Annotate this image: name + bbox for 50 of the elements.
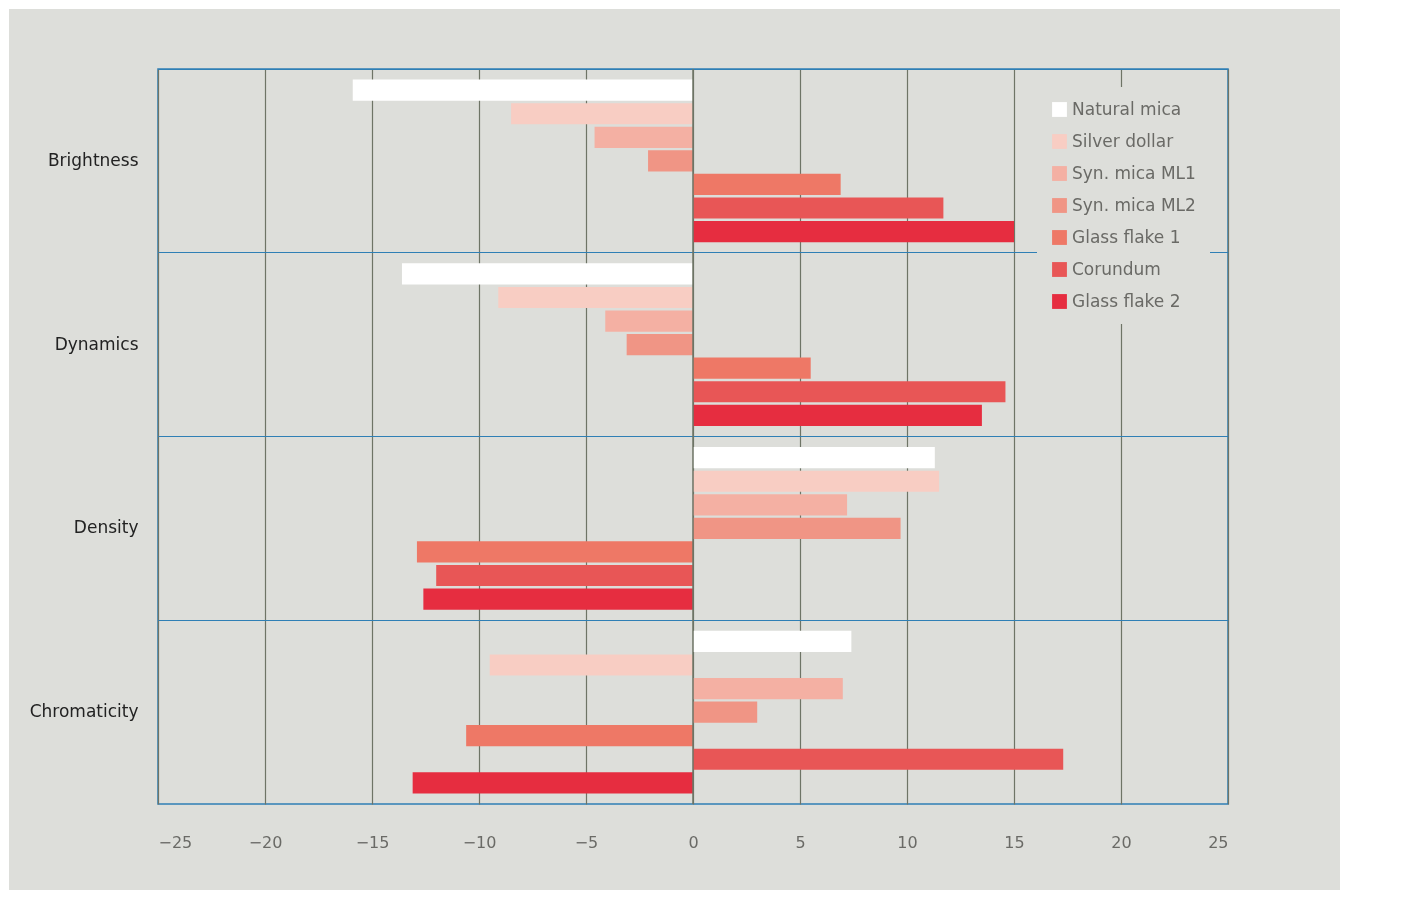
bar xyxy=(693,701,758,723)
bar xyxy=(416,541,693,563)
x-tick-label: −20 xyxy=(248,832,283,852)
bar xyxy=(401,263,693,285)
x-tick-label: −10 xyxy=(462,832,497,852)
x-tick-label: −5 xyxy=(574,832,599,852)
bar xyxy=(693,470,940,492)
legend-label: Corundum xyxy=(1072,258,1161,279)
bar xyxy=(511,103,693,125)
x-tick-label: −15 xyxy=(355,832,390,852)
bar xyxy=(498,286,693,309)
bar xyxy=(693,494,848,516)
bar xyxy=(693,220,1014,243)
bar xyxy=(693,630,852,653)
bar xyxy=(412,772,693,794)
bar xyxy=(648,150,693,172)
x-tick-label: 25 xyxy=(1208,832,1229,852)
x-tick-label: −25 xyxy=(158,832,193,852)
bar xyxy=(693,748,1064,770)
legend-label: Silver dollar xyxy=(1072,130,1174,151)
bar xyxy=(352,79,693,101)
bar xyxy=(626,334,693,356)
x-tick-label: 20 xyxy=(1111,832,1132,852)
bar xyxy=(605,310,693,332)
y-tick-label: Brightness xyxy=(47,149,139,170)
x-tick-label: 0 xyxy=(688,832,699,852)
bar xyxy=(436,564,693,587)
legend-label: Syn. mica ML2 xyxy=(1072,194,1196,215)
bar xyxy=(693,173,841,196)
x-tick-label: 10 xyxy=(897,832,918,852)
bar xyxy=(423,588,693,610)
bar xyxy=(466,725,693,747)
y-tick-label: Density xyxy=(73,517,139,538)
bar xyxy=(693,357,811,379)
legend-label: Glass flake 2 xyxy=(1072,290,1181,311)
bar xyxy=(693,404,982,426)
x-tick-label: 15 xyxy=(1004,832,1025,852)
legend-label: Natural mica xyxy=(1072,98,1182,119)
bar xyxy=(693,381,1006,403)
x-tick-label: 5 xyxy=(795,832,806,852)
bar xyxy=(693,197,944,219)
y-tick-label: Chromaticity xyxy=(29,701,139,722)
bar xyxy=(693,677,843,700)
bar xyxy=(693,517,901,539)
bar xyxy=(594,126,693,148)
y-tick-label: Dynamics xyxy=(54,333,139,354)
bar xyxy=(489,654,693,676)
legend-label: Glass flake 1 xyxy=(1072,226,1181,247)
legend-label: Syn. mica ML1 xyxy=(1072,162,1196,183)
bar xyxy=(693,447,935,469)
